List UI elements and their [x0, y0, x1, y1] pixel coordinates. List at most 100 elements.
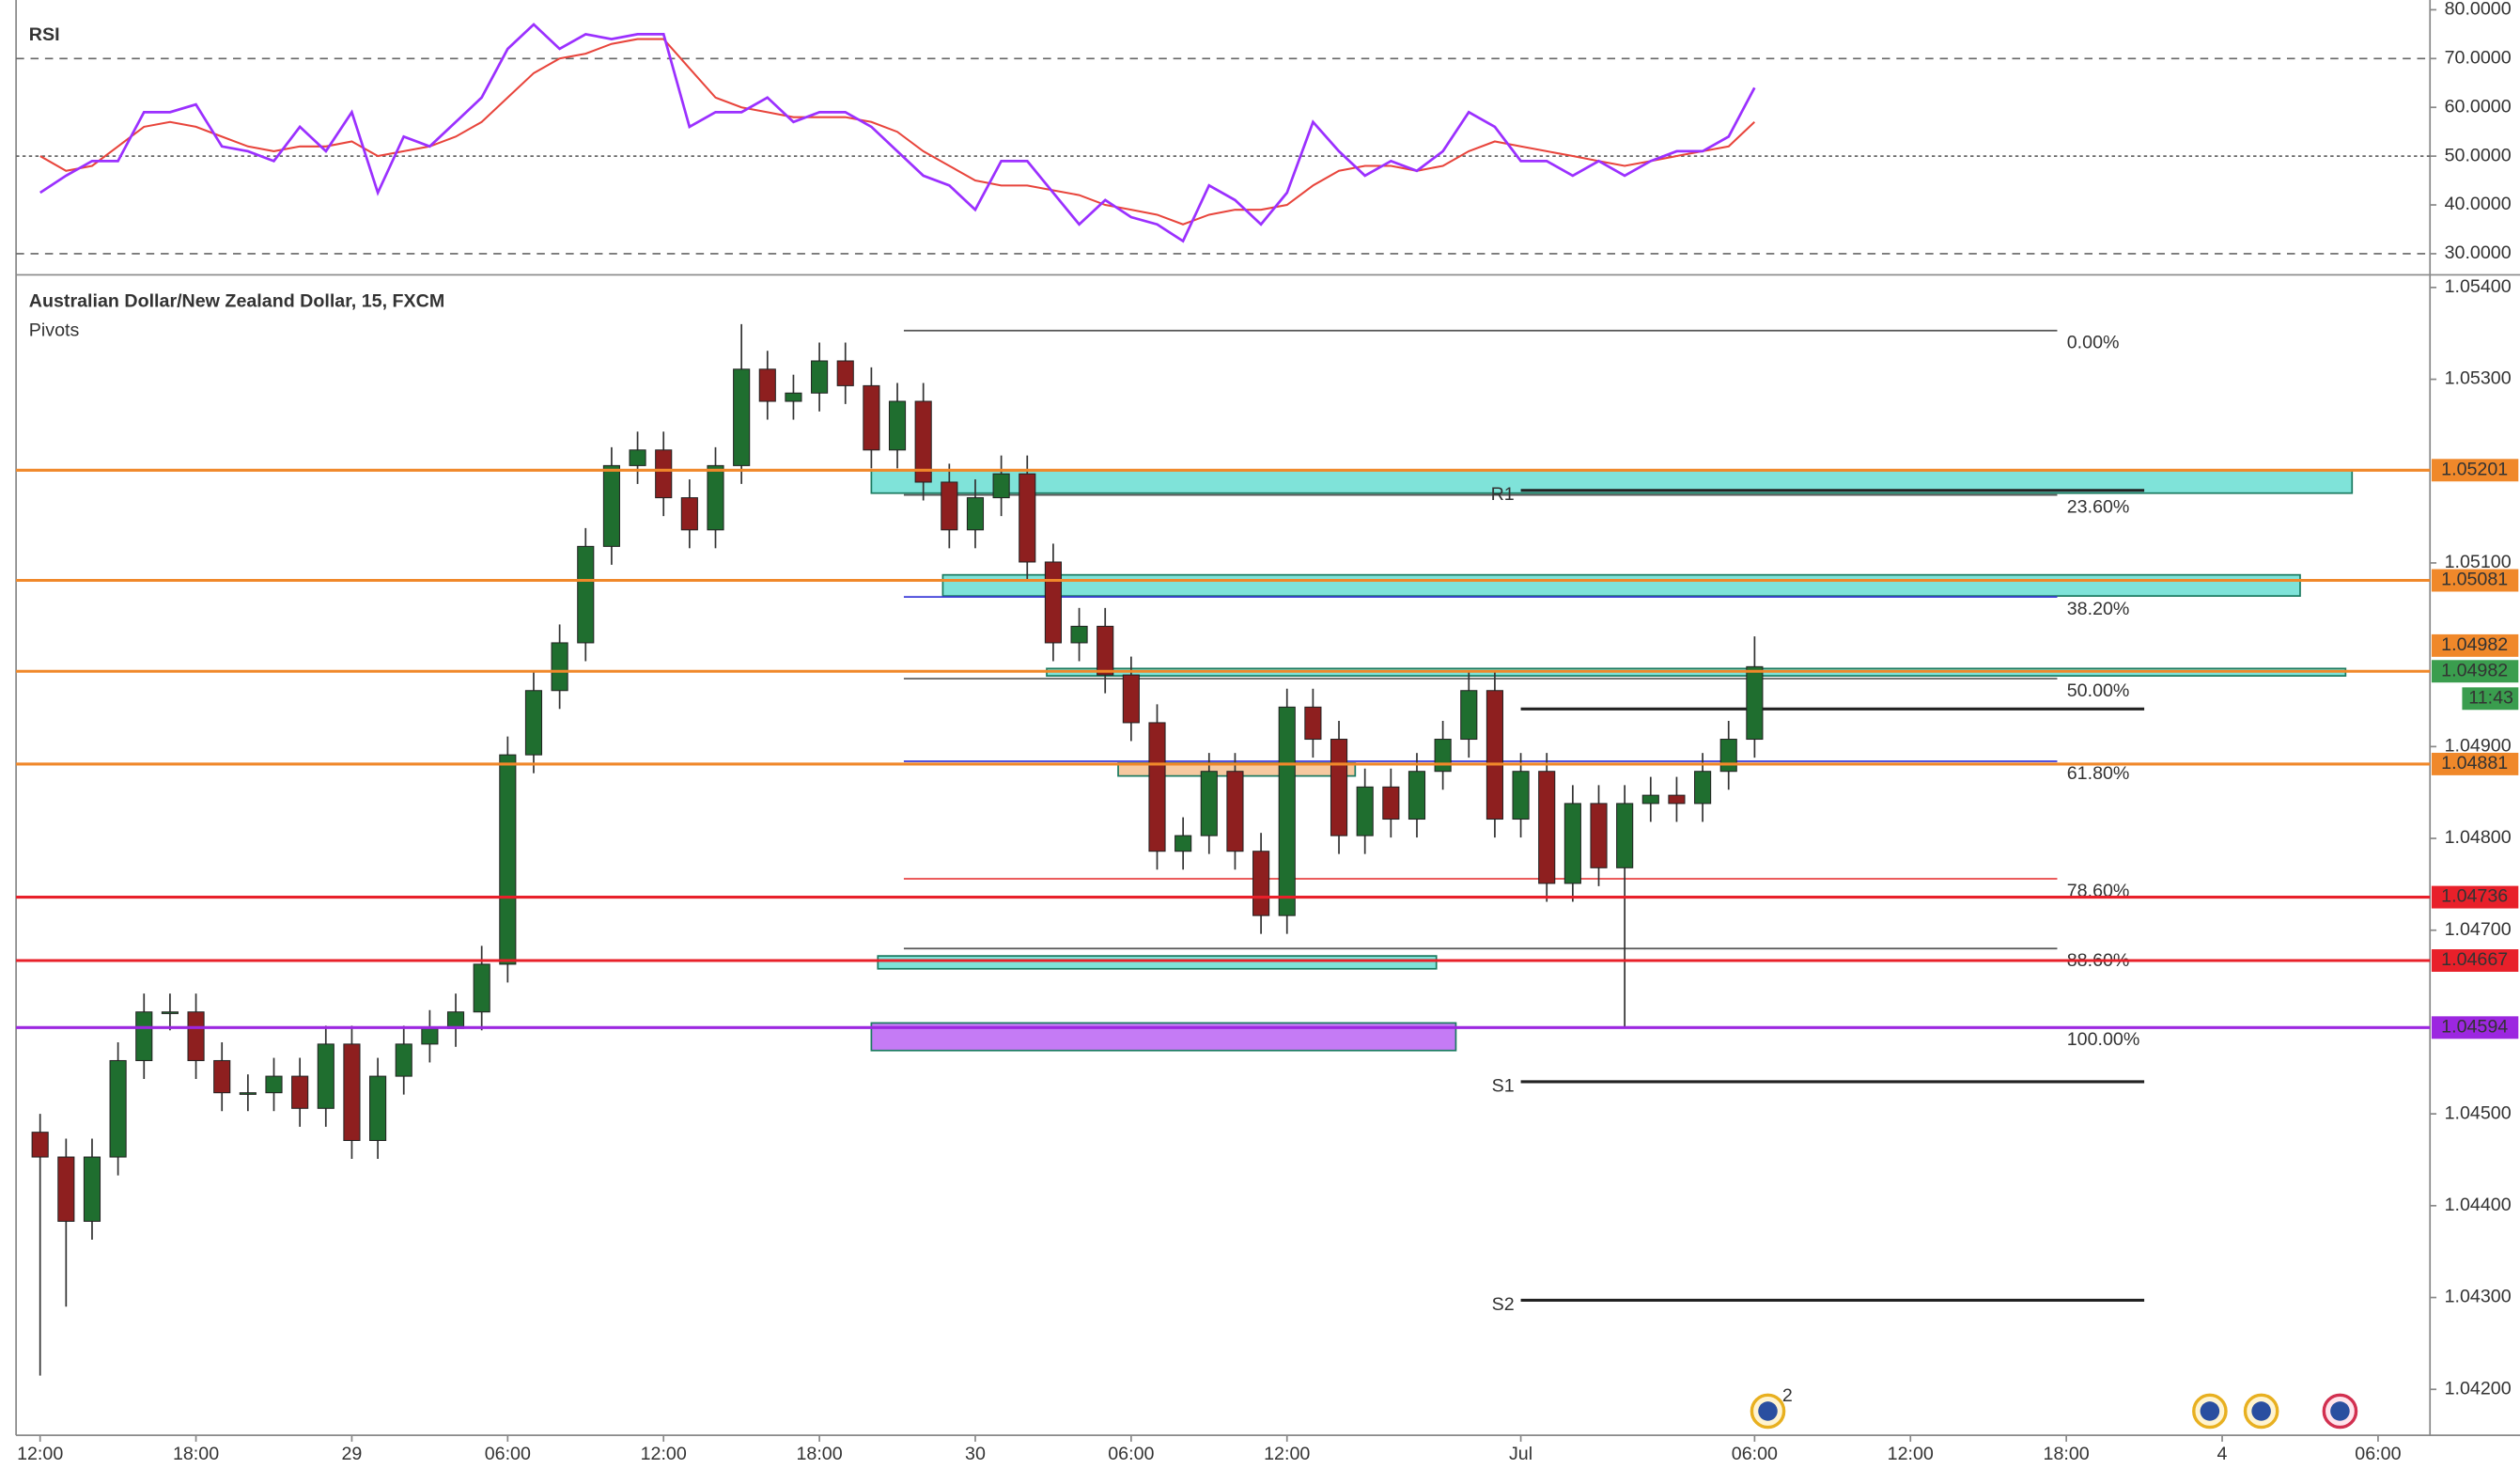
fib-label: 38.20% — [2067, 599, 2130, 619]
flag — [2200, 1401, 2220, 1421]
pivot-label: S2 — [1492, 1294, 1515, 1315]
candle-body — [1694, 771, 1712, 805]
candle-body — [1200, 771, 1218, 836]
candle-body — [499, 754, 517, 965]
candle-body — [811, 360, 829, 394]
price-tag — [2431, 949, 2519, 972]
candle-body — [707, 464, 724, 531]
y-tick-label: 1.04800 — [2445, 827, 2512, 848]
candle-body — [421, 1027, 439, 1045]
candle-body — [161, 1011, 179, 1014]
price-tag-label: 1.04594 — [2441, 1016, 2508, 1037]
y-tick-label: 1.05100 — [2445, 552, 2512, 572]
x-tick-label: 12:00 — [1264, 1444, 1310, 1464]
x-tick-label: 18:00 — [173, 1444, 219, 1464]
candle-body — [966, 497, 985, 531]
price-tag — [2431, 1016, 2519, 1039]
candle-body — [1174, 835, 1192, 852]
price-tag-label: 1.04881 — [2441, 753, 2508, 774]
candle-body — [369, 1075, 387, 1141]
y-tick-label: 60.0000 — [2445, 96, 2512, 117]
y-tick-label: 1.04900 — [2445, 736, 2512, 757]
candle-body — [473, 963, 490, 1013]
candle-body — [941, 481, 958, 531]
x-tick-label: 29 — [342, 1444, 363, 1464]
flag — [2251, 1401, 2271, 1421]
candle-body — [1330, 739, 1348, 836]
candle-body — [1616, 803, 1634, 868]
x-tick-label: 06:00 — [2355, 1444, 2401, 1464]
countdown-label: 11:43 — [2468, 687, 2513, 708]
candle-body — [446, 1011, 465, 1029]
y-tick-label: 1.04200 — [2445, 1378, 2512, 1399]
candle-body — [914, 400, 932, 483]
fib-label: 0.00% — [2067, 333, 2120, 353]
zone — [877, 955, 1438, 970]
candle-body — [733, 368, 751, 466]
x-tick-label: 12:00 — [641, 1444, 687, 1464]
candle-body — [1019, 473, 1036, 563]
candle-body — [863, 384, 880, 451]
candle-body — [1460, 690, 1478, 741]
candle-body — [187, 1011, 205, 1061]
candle-body — [1148, 722, 1166, 852]
candle-body — [1512, 771, 1530, 820]
candle-body — [1590, 803, 1608, 868]
rsi-title: RSI — [29, 24, 60, 45]
candle-body — [785, 392, 802, 402]
y-tick-label: 1.04400 — [2445, 1195, 2512, 1215]
fib-label: 100.00% — [2067, 1029, 2140, 1050]
candle-body — [888, 400, 907, 451]
candle-body — [109, 1059, 127, 1158]
candle-body — [629, 449, 646, 466]
price-tag-label: 1.04667 — [2441, 949, 2508, 970]
candle-body — [1746, 665, 1764, 741]
candle-body — [1044, 561, 1062, 644]
candle-body — [1382, 786, 1400, 820]
event-count: 2 — [1782, 1385, 1793, 1406]
candle-body — [57, 1156, 75, 1222]
indicator-name: Pivots — [29, 320, 80, 340]
candle-body — [524, 690, 543, 756]
price-tag-label: 1.04982 — [2441, 634, 2508, 655]
pivot-label: R1 — [1491, 484, 1515, 505]
candle-body — [1434, 739, 1452, 773]
candle-body — [836, 360, 854, 386]
candle-body — [577, 545, 595, 644]
candle-body — [1252, 851, 1270, 916]
price-tag-label: 1.05081 — [2441, 570, 2508, 590]
y-tick-label: 1.04300 — [2445, 1287, 2512, 1307]
candle-body — [1070, 625, 1088, 644]
last-price-label: 1.04982 — [2441, 660, 2508, 680]
candle-body — [992, 473, 1010, 499]
x-tick-label: 18:00 — [2044, 1444, 2090, 1464]
x-tick-label: 18:00 — [796, 1444, 842, 1464]
candle-body — [31, 1132, 49, 1158]
candle-body — [239, 1092, 257, 1095]
candle-body — [1668, 794, 1686, 805]
y-tick-label: 1.05300 — [2445, 368, 2512, 389]
candle-body — [1122, 674, 1140, 724]
fib-label: 61.80% — [2067, 763, 2130, 784]
candle-body — [135, 1011, 153, 1061]
candle-body — [1097, 625, 1114, 676]
pivot-label: S1 — [1492, 1075, 1515, 1096]
candle-body — [1356, 786, 1374, 836]
y-tick-label: 1.04700 — [2445, 919, 2512, 940]
candle-body — [1719, 739, 1737, 773]
x-tick-label: 12:00 — [17, 1444, 63, 1464]
event-badges: 2 — [1750, 1385, 2358, 1430]
y-tick-label: 1.04500 — [2445, 1102, 2512, 1123]
x-tick-label: Jul — [1509, 1444, 1532, 1464]
x-tick-label: 06:00 — [485, 1444, 531, 1464]
y-tick-label: 70.0000 — [2445, 47, 2512, 68]
x-tick-label: 30 — [965, 1444, 986, 1464]
candle-body — [602, 464, 620, 547]
candle-body — [291, 1075, 309, 1109]
candle-body — [1304, 706, 1322, 741]
y-tick-label: 1.05400 — [2445, 276, 2512, 297]
x-tick-label: 12:00 — [1888, 1444, 1934, 1464]
candle-body — [1641, 794, 1659, 805]
